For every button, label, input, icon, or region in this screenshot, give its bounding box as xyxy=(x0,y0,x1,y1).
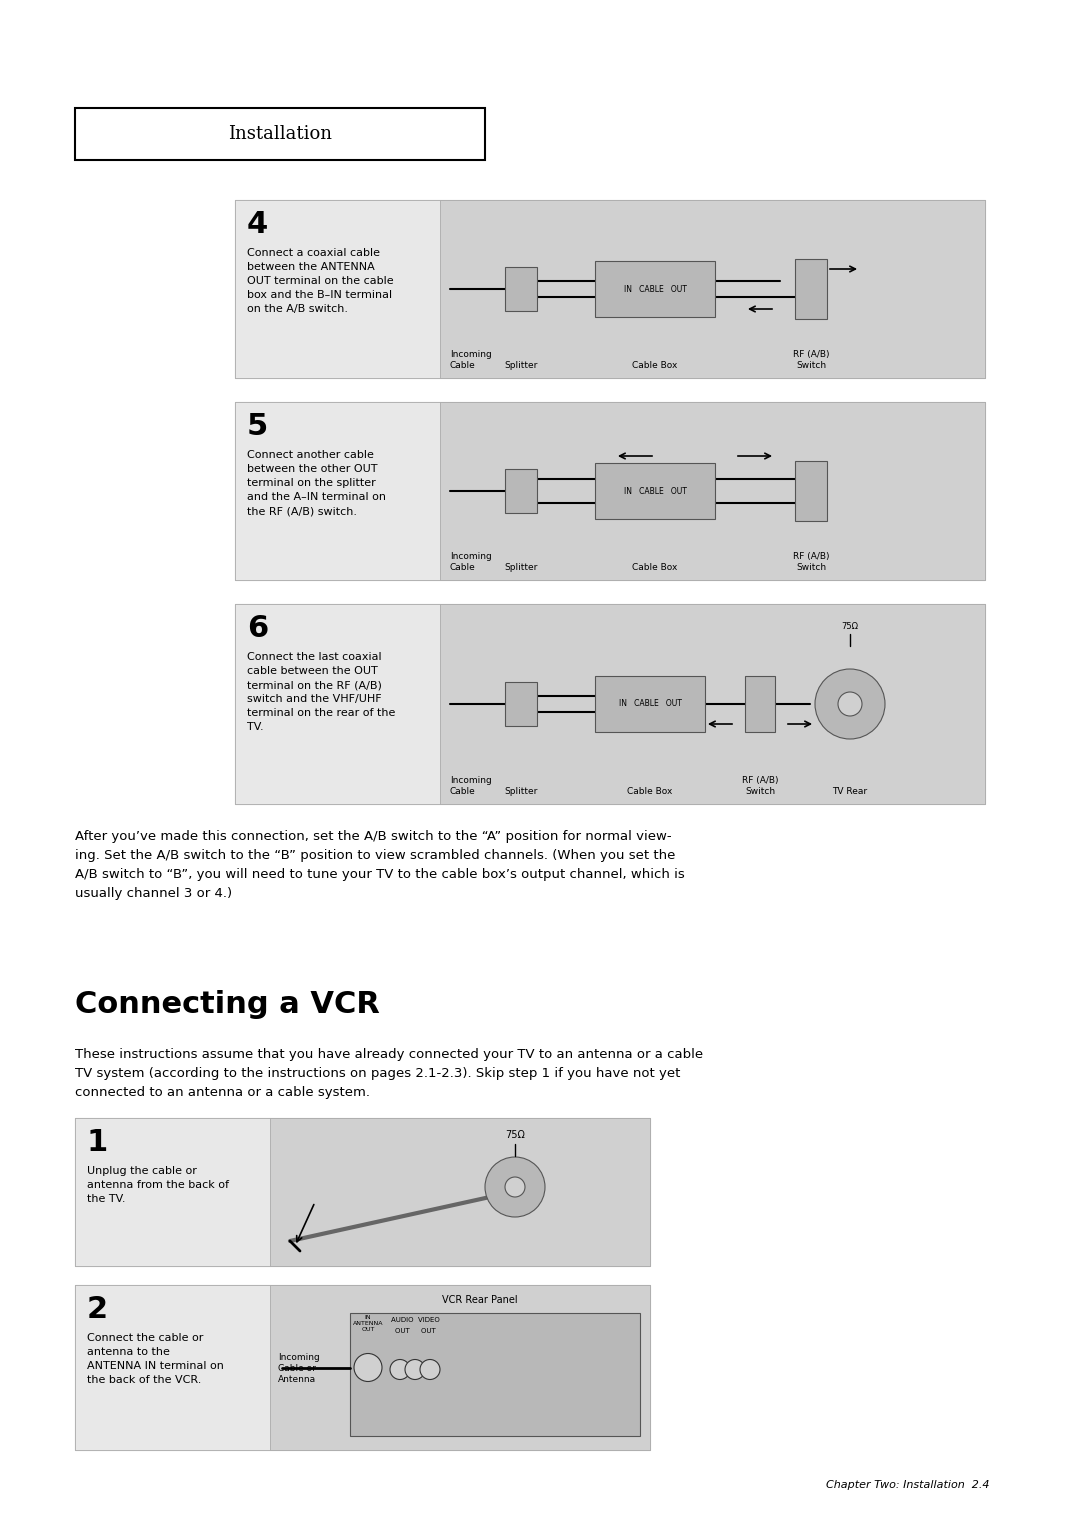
Bar xyxy=(75,108,485,160)
Text: 75Ω: 75Ω xyxy=(505,1131,525,1140)
Text: Unplug the cable or
antenna from the back of
the TV.: Unplug the cable or antenna from the bac… xyxy=(87,1166,229,1204)
Text: Connect a coaxial cable
between the ANTENNA
OUT terminal on the cable
box and th: Connect a coaxial cable between the ANTE… xyxy=(247,248,393,313)
Bar xyxy=(235,200,440,377)
Text: After you’ve made this connection, set the A/B switch to the “A” position for no: After you’ve made this connection, set t… xyxy=(75,830,685,900)
Bar xyxy=(350,1313,640,1436)
Text: TV Rear: TV Rear xyxy=(833,787,867,796)
Text: Installation: Installation xyxy=(228,125,332,144)
Text: 5: 5 xyxy=(247,413,268,442)
Text: 1: 1 xyxy=(87,1128,108,1157)
Circle shape xyxy=(815,669,885,740)
Text: Incoming
Cable or
Antenna: Incoming Cable or Antenna xyxy=(278,1352,320,1384)
Text: These instructions assume that you have already connected your TV to an antenna : These instructions assume that you have … xyxy=(75,1048,703,1099)
Text: Incoming
Cable: Incoming Cable xyxy=(450,350,491,370)
Bar xyxy=(440,402,985,581)
Text: 75Ω: 75Ω xyxy=(841,622,859,631)
Bar xyxy=(235,604,985,804)
Text: IN   CABLE   OUT: IN CABLE OUT xyxy=(619,700,681,709)
Bar xyxy=(235,604,440,804)
Bar xyxy=(270,1285,650,1450)
Bar xyxy=(235,402,985,581)
Text: Cable Box: Cable Box xyxy=(632,361,677,370)
Text: IN   CABLE   OUT: IN CABLE OUT xyxy=(623,284,687,293)
Circle shape xyxy=(485,1157,545,1216)
Text: Splitter: Splitter xyxy=(504,562,538,571)
Text: Connect the cable or
antenna to the
ANTENNA IN terminal on
the back of the VCR.: Connect the cable or antenna to the ANTE… xyxy=(87,1332,224,1384)
Text: IN   CABLE   OUT: IN CABLE OUT xyxy=(623,486,687,495)
Circle shape xyxy=(838,692,862,717)
Bar xyxy=(505,469,537,513)
Bar xyxy=(75,1285,270,1450)
Circle shape xyxy=(505,1177,525,1196)
Text: AUDIO  VIDEO: AUDIO VIDEO xyxy=(391,1317,440,1323)
Text: Connect the last coaxial
cable between the OUT
terminal on the RF (A/B)
switch a: Connect the last coaxial cable between t… xyxy=(247,652,395,732)
Bar xyxy=(75,1118,650,1267)
Text: Incoming
Cable: Incoming Cable xyxy=(450,552,491,571)
Bar xyxy=(595,463,715,520)
Bar xyxy=(270,1118,650,1267)
Text: 2: 2 xyxy=(87,1296,108,1323)
Text: Cable Box: Cable Box xyxy=(632,562,677,571)
Text: RF (A/B)
Switch: RF (A/B) Switch xyxy=(793,350,829,370)
Text: RF (A/B)
Switch: RF (A/B) Switch xyxy=(742,776,779,796)
Bar xyxy=(440,604,985,804)
Bar xyxy=(235,402,440,581)
Text: Splitter: Splitter xyxy=(504,361,538,370)
Bar xyxy=(795,461,827,521)
Bar xyxy=(440,200,985,377)
Text: IN
ANTENNA
OUT: IN ANTENNA OUT xyxy=(353,1316,383,1332)
Text: Chapter Two: Installation  2.4: Chapter Two: Installation 2.4 xyxy=(826,1481,990,1490)
Circle shape xyxy=(420,1360,440,1380)
Text: OUT     OUT: OUT OUT xyxy=(394,1328,435,1334)
Bar xyxy=(75,1118,270,1267)
Text: VCR Rear Panel: VCR Rear Panel xyxy=(442,1296,517,1305)
Bar xyxy=(505,267,537,312)
Text: 4: 4 xyxy=(247,209,268,238)
Text: RF (A/B)
Switch: RF (A/B) Switch xyxy=(793,552,829,571)
Bar xyxy=(795,260,827,319)
Bar xyxy=(595,675,705,732)
Text: Incoming
Cable: Incoming Cable xyxy=(450,776,491,796)
Bar xyxy=(595,261,715,316)
Text: Cable Box: Cable Box xyxy=(627,787,673,796)
Bar xyxy=(235,200,985,377)
Text: 6: 6 xyxy=(247,614,268,643)
Text: Connecting a VCR: Connecting a VCR xyxy=(75,990,380,1019)
Bar xyxy=(505,681,537,726)
Circle shape xyxy=(354,1354,382,1381)
Circle shape xyxy=(390,1360,410,1380)
Bar xyxy=(745,675,775,732)
Circle shape xyxy=(405,1360,426,1380)
Text: Splitter: Splitter xyxy=(504,787,538,796)
Text: Connect another cable
between the other OUT
terminal on the splitter
and the A–I: Connect another cable between the other … xyxy=(247,451,386,516)
Bar xyxy=(75,1285,650,1450)
